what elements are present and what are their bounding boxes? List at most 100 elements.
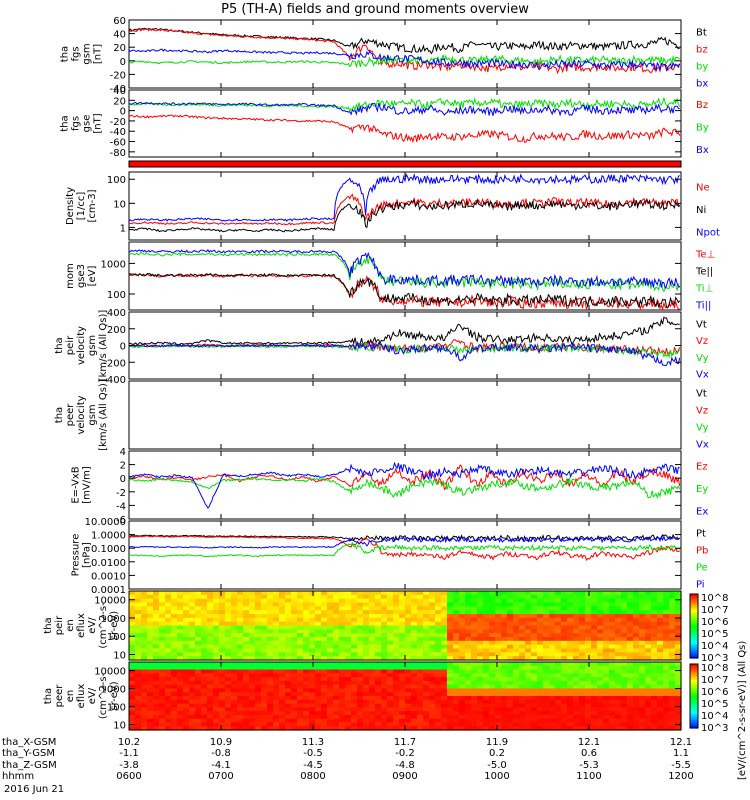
spectrogram-cell xyxy=(525,598,532,604)
spectrogram-cell xyxy=(291,696,298,701)
spectrogram-cell xyxy=(225,606,232,611)
spectrogram-cell xyxy=(213,640,220,646)
spectrogram-cell xyxy=(651,692,658,697)
spectrogram-cell xyxy=(405,688,412,693)
spectrogram-cell xyxy=(519,602,526,607)
spectrogram-cell xyxy=(225,662,232,667)
spectrogram-cell xyxy=(567,652,574,657)
spectrogram-cell xyxy=(513,714,520,720)
spectrogram-cell xyxy=(255,714,262,720)
spectrogram-cell xyxy=(303,699,310,705)
spectrogram-cell xyxy=(393,598,400,604)
y-tick-label: 10 xyxy=(113,199,126,210)
spectrogram-cell xyxy=(279,610,286,615)
spectrogram-cell xyxy=(669,602,676,607)
spectrogram-cell xyxy=(501,665,508,671)
spectrogram-cell xyxy=(651,696,658,701)
spectrogram-cell xyxy=(489,707,496,712)
spectrogram-cell xyxy=(513,680,520,686)
spectrogram-cell xyxy=(279,648,286,653)
spectrogram-cell xyxy=(639,633,646,638)
spectrogram-cell xyxy=(567,598,574,604)
y-tick-label: 0 xyxy=(120,107,126,118)
spectrogram-cell xyxy=(597,714,604,720)
series-line-Vx xyxy=(128,340,681,367)
spectrogram-cell xyxy=(249,707,256,712)
spectrogram-cell xyxy=(663,591,670,596)
spectrogram-cell xyxy=(183,673,190,678)
spectrogram-cell xyxy=(603,591,610,596)
spectrogram-cell xyxy=(555,673,562,678)
spectrogram-cell xyxy=(285,633,292,638)
y-axis-label-line: [km/s (All Qs)] xyxy=(98,310,109,382)
spectrogram-cell xyxy=(279,606,286,611)
series-line-Vt xyxy=(129,316,680,348)
spectrogram-cell xyxy=(657,665,664,671)
spectrogram-cell xyxy=(129,602,136,607)
spectrogram-cell xyxy=(255,696,262,701)
spectrogram-cell xyxy=(255,711,262,716)
spectrogram-cell xyxy=(459,714,466,720)
spectrogram-cell xyxy=(603,644,610,650)
spectrogram-cell xyxy=(195,621,202,627)
spectrogram-cell xyxy=(135,594,142,600)
spectrogram-cell xyxy=(645,598,652,604)
spectrogram-cell xyxy=(447,726,454,731)
colorbar-cell xyxy=(690,643,698,646)
spectrogram-cell xyxy=(579,610,586,615)
spectrogram-cell xyxy=(645,621,652,627)
spectrogram-cell xyxy=(165,629,172,634)
spectrogram-cell xyxy=(621,598,628,604)
spectrogram-cell xyxy=(483,673,490,678)
spectrogram-cell xyxy=(471,606,478,611)
colorbar-cell xyxy=(690,705,698,708)
spectrogram-cell xyxy=(567,688,574,693)
spectrogram-cell xyxy=(561,625,568,630)
spectrogram-cell xyxy=(519,640,526,646)
spectrogram-cell xyxy=(657,652,664,657)
spectrogram-cell xyxy=(207,648,214,653)
spectrogram-cell xyxy=(327,594,334,600)
spectrogram-cell xyxy=(411,711,418,716)
spectrogram-cell xyxy=(321,699,328,705)
spectrogram-cell xyxy=(267,617,274,623)
spectrogram-cell xyxy=(411,722,418,727)
spectrogram-cell xyxy=(531,602,538,607)
spectrogram-cell xyxy=(189,684,196,690)
legend-by: by xyxy=(696,62,708,73)
spectrogram-cell xyxy=(213,673,220,678)
spectrogram-cell xyxy=(627,665,634,671)
spectrogram-cell xyxy=(165,598,172,604)
spectrogram-cell xyxy=(465,699,472,705)
spectrogram-cell xyxy=(171,652,178,657)
spectrogram-cell xyxy=(675,614,682,619)
spectrogram-cell xyxy=(561,640,568,646)
spectrogram-cell xyxy=(285,673,292,678)
spectrogram-cell xyxy=(477,644,484,650)
colorbar-cell xyxy=(690,710,698,713)
spectrogram-cell xyxy=(171,726,178,731)
colorbar-cell xyxy=(690,689,698,692)
spectrogram-cell xyxy=(615,621,622,627)
spectrogram-cell xyxy=(363,598,370,604)
spectrogram-cell xyxy=(165,652,172,657)
spectrogram-cell xyxy=(351,684,358,690)
spectrogram-cell xyxy=(621,714,628,720)
spectrogram-cell xyxy=(627,637,634,642)
spectrogram-cell xyxy=(519,606,526,611)
spectrogram-cell xyxy=(249,662,256,667)
spectrogram-cell xyxy=(153,625,160,630)
spectrogram-cell xyxy=(399,692,406,697)
spectrogram-cell xyxy=(135,614,142,619)
spectrogram-cell xyxy=(369,718,376,724)
spectrogram-cell xyxy=(297,718,304,724)
spectrogram-cell xyxy=(651,662,658,667)
panel-pressure: 10.00001.00000.10000.01000.00100.0001Pre… xyxy=(71,517,709,596)
spectrogram-cell xyxy=(393,614,400,619)
spectrogram-cell xyxy=(525,621,532,627)
spectrogram-cell xyxy=(135,598,142,604)
y-axis-label: E=-VxB [mV/m] xyxy=(71,466,93,504)
spectrogram-cell xyxy=(405,644,412,650)
spectrogram-cell xyxy=(351,726,358,731)
spectrogram-cell xyxy=(303,610,310,615)
